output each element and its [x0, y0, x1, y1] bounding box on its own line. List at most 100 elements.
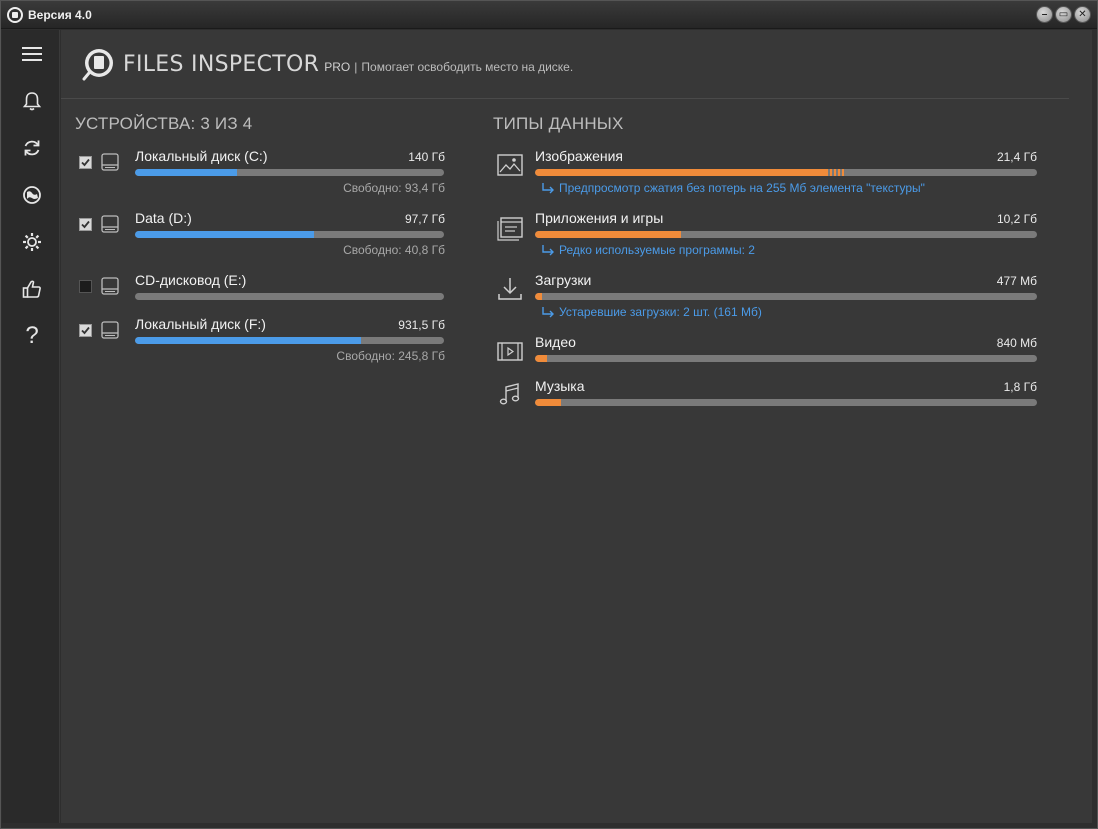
data-type-fill: [535, 231, 681, 238]
data-type-bar: [535, 169, 1037, 176]
data-type-bar: [535, 399, 1037, 406]
gear-icon: [23, 233, 41, 251]
maximize-button[interactable]: ▭: [1055, 6, 1072, 23]
header-divider: [61, 98, 1069, 99]
close-button[interactable]: ✕: [1074, 6, 1091, 23]
device-checkbox[interactable]: [79, 156, 92, 169]
check-icon: [81, 158, 90, 167]
data-type-fill: [535, 399, 562, 406]
data-type-bar: [535, 231, 1037, 238]
title-bar[interactable]: Версия 4.0 – ▭ ✕: [1, 1, 1097, 29]
data-type-bar: [535, 355, 1037, 362]
data-type-name: Музыка: [535, 378, 585, 394]
device-name: Data (D:): [135, 210, 192, 226]
device-checkbox[interactable]: [79, 218, 92, 231]
data-type-size: 840 Мб: [996, 336, 1037, 350]
sidebar: ?: [2, 30, 60, 823]
data-type-bar: [535, 293, 1037, 300]
thumbs-up-icon: [22, 280, 41, 298]
device-item-e[interactable]: CD-дисковод (E:): [75, 272, 445, 322]
device-item-d[interactable]: Data (D:) 97,7 Гб Свободно: 40,8 Гб: [75, 210, 445, 260]
device-free: Свободно: 245,8 Гб: [336, 349, 445, 363]
device-usage-fill: [135, 337, 361, 344]
device-usage-bar: [135, 337, 444, 344]
files-inspector-logo-icon: [81, 46, 117, 82]
window-title: Версия 4.0: [28, 7, 92, 22]
link-text: Предпросмотр сжатия без потерь на 255 Мб…: [559, 181, 925, 195]
data-type-size: 477 Мб: [996, 274, 1037, 288]
data-type-size: 1,8 Гб: [1003, 380, 1037, 394]
brand-edition: PRO: [324, 60, 351, 74]
help-button[interactable]: ?: [16, 320, 48, 352]
data-type-video[interactable]: Видео 840 Мб: [495, 334, 1037, 394]
window-controls: – ▭ ✕: [1036, 6, 1091, 23]
minimize-button[interactable]: –: [1036, 6, 1053, 23]
app-logo-icon: [7, 6, 23, 23]
header-separator: |: [354, 60, 358, 74]
menu-button[interactable]: [16, 38, 48, 70]
downloads-suggestion-link[interactable]: Устаревшие загрузки: 2 шт. (161 Мб): [541, 305, 762, 319]
data-type-music[interactable]: Музыка 1,8 Гб: [495, 378, 1037, 438]
device-name: Локальный диск (F:): [135, 316, 266, 332]
hard-drive-icon: [101, 153, 119, 171]
device-checkbox[interactable]: [79, 280, 92, 293]
hard-drive-icon: [101, 321, 119, 339]
data-type-fill: [535, 293, 542, 300]
data-type-name: Видео: [535, 334, 576, 350]
return-arrow-icon: [542, 245, 554, 256]
data-type-downloads[interactable]: Загрузки 477 Мб Устаревшие загрузки: 2 ш…: [495, 272, 1037, 332]
device-usage-bar: [135, 231, 444, 238]
device-usage-fill: [135, 231, 315, 238]
data-type-name: Изображения: [535, 148, 623, 164]
data-type-name: Загрузки: [535, 272, 592, 288]
device-size: 140 Гб: [408, 150, 445, 164]
link-text: Редко используемые программы: 2: [559, 243, 755, 257]
device-item-f[interactable]: Локальный диск (F:) 931,5 Гб Свободно: 2…: [75, 316, 445, 366]
device-free: Свободно: 93,4 Гб: [343, 181, 445, 195]
check-icon: [81, 220, 90, 229]
hard-drive-icon: [101, 277, 119, 295]
device-usage-bar: [135, 169, 444, 176]
return-arrow-icon: [542, 307, 554, 318]
hard-drive-icon: [101, 215, 119, 233]
data-type-images[interactable]: Изображения 21,4 Гб Предпросмотр сжатия …: [495, 148, 1037, 208]
check-icon: [81, 326, 90, 335]
music-icon: [499, 383, 520, 405]
device-name: CD-дисковод (E:): [135, 272, 247, 288]
link-text: Устаревшие загрузки: 2 шт. (161 Мб): [559, 305, 762, 319]
menu-icon: [22, 47, 42, 61]
image-icon: [497, 154, 523, 176]
device-item-c[interactable]: Локальный диск (C:) 140 Гб Свободно: 93,…: [75, 148, 445, 198]
apps-icon: [497, 217, 523, 241]
apps-suggestion-link[interactable]: Редко используемые программы: 2: [541, 243, 755, 257]
refresh-button[interactable]: [16, 132, 48, 164]
help-icon: ?: [25, 322, 39, 349]
globe-icon: [23, 186, 41, 204]
device-free: Свободно: 40,8 Гб: [343, 243, 445, 257]
data-type-fill: [535, 169, 847, 176]
like-button[interactable]: [16, 273, 48, 305]
video-icon: [497, 342, 523, 361]
device-name: Локальный диск (C:): [135, 148, 268, 164]
devices-title: УСТРОЙСТВА: 3 ИЗ 4: [75, 114, 253, 133]
data-types-title: ТИПЫ ДАННЫХ: [493, 114, 624, 133]
data-type-size: 10,2 Гб: [996, 212, 1037, 226]
brand-name: FILES INSPECTOR: [123, 51, 320, 77]
settings-button[interactable]: [16, 226, 48, 258]
device-size: 931,5 Гб: [398, 318, 445, 332]
return-arrow-icon: [542, 183, 554, 194]
images-suggestion-link[interactable]: Предпросмотр сжатия без потерь на 255 Мб…: [541, 181, 925, 195]
device-checkbox[interactable]: [79, 324, 92, 337]
data-type-apps[interactable]: Приложения и игры 10,2 Гб Редко использу…: [495, 210, 1037, 270]
data-type-name: Приложения и игры: [535, 210, 664, 226]
download-icon: [498, 278, 522, 300]
data-type-size: 21,4 Гб: [996, 150, 1037, 164]
app-header: FILES INSPECTOR PRO | Помогает освободит…: [81, 44, 573, 84]
device-size: 97,7 Гб: [404, 212, 445, 226]
globe-button[interactable]: [16, 179, 48, 211]
header-tagline: Помогает освободить место на диске.: [361, 60, 574, 74]
notifications-button[interactable]: [16, 85, 48, 117]
bell-icon: [22, 92, 42, 111]
device-usage-fill: [135, 169, 237, 176]
